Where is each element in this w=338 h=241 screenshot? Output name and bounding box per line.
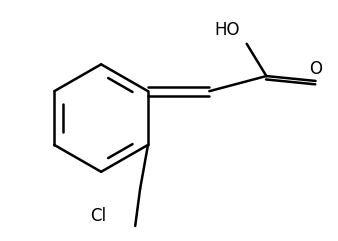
- Text: Cl: Cl: [90, 207, 106, 225]
- Text: HO: HO: [214, 21, 240, 39]
- Text: O: O: [309, 60, 322, 78]
